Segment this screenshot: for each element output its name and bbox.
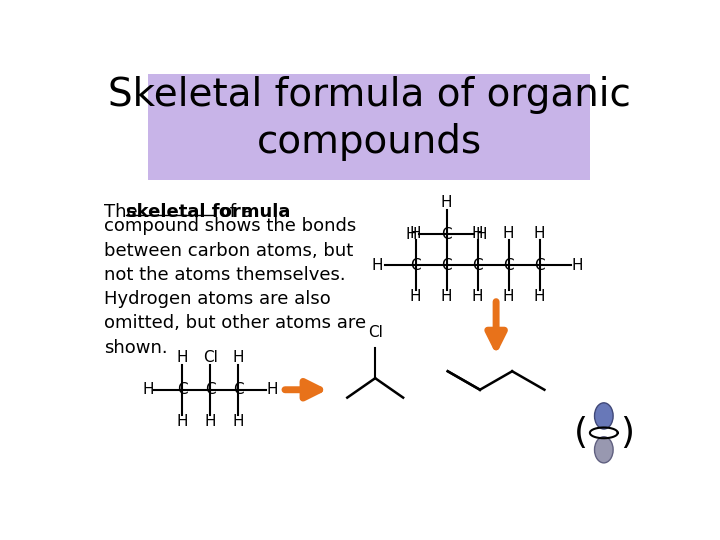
Text: H: H bbox=[204, 414, 216, 429]
Text: C: C bbox=[233, 382, 243, 397]
Text: C: C bbox=[441, 258, 452, 273]
Text: The: The bbox=[104, 204, 143, 221]
Text: H: H bbox=[266, 382, 278, 397]
Text: ): ) bbox=[620, 416, 634, 450]
Ellipse shape bbox=[595, 437, 613, 463]
Text: H: H bbox=[176, 350, 188, 366]
Text: Skeletal formula of organic
compounds: Skeletal formula of organic compounds bbox=[107, 76, 631, 161]
Text: C: C bbox=[410, 258, 420, 273]
Text: Cl: Cl bbox=[203, 350, 217, 366]
Text: compound shows the bonds
between carbon atoms, but
not the atoms themselves.
Hyd: compound shows the bonds between carbon … bbox=[104, 217, 366, 357]
Text: H: H bbox=[143, 382, 154, 397]
Text: (: ( bbox=[574, 416, 588, 450]
Text: H: H bbox=[441, 289, 452, 304]
Text: C: C bbox=[472, 258, 483, 273]
Text: H: H bbox=[534, 226, 545, 241]
Text: Cl: Cl bbox=[368, 325, 382, 340]
Text: C: C bbox=[177, 382, 187, 397]
Text: C: C bbox=[534, 258, 545, 273]
Text: C: C bbox=[204, 382, 215, 397]
Ellipse shape bbox=[595, 403, 613, 429]
Text: H: H bbox=[472, 289, 483, 304]
Text: H: H bbox=[441, 195, 452, 210]
Text: H: H bbox=[410, 226, 421, 241]
Text: H: H bbox=[472, 226, 483, 241]
Text: H: H bbox=[233, 414, 244, 429]
Text: H: H bbox=[572, 258, 583, 273]
Text: H: H bbox=[476, 227, 487, 242]
FancyBboxPatch shape bbox=[148, 74, 590, 180]
Text: H: H bbox=[534, 289, 545, 304]
Text: H: H bbox=[503, 226, 514, 241]
Text: H: H bbox=[176, 414, 188, 429]
Text: skeletal formula: skeletal formula bbox=[126, 204, 290, 221]
Text: C: C bbox=[441, 227, 452, 242]
Text: H: H bbox=[372, 258, 383, 273]
Text: H: H bbox=[503, 289, 514, 304]
Text: C: C bbox=[503, 258, 514, 273]
Text: of a: of a bbox=[213, 204, 253, 221]
Text: H: H bbox=[233, 350, 244, 366]
Text: H: H bbox=[406, 227, 418, 242]
Text: H: H bbox=[410, 289, 421, 304]
